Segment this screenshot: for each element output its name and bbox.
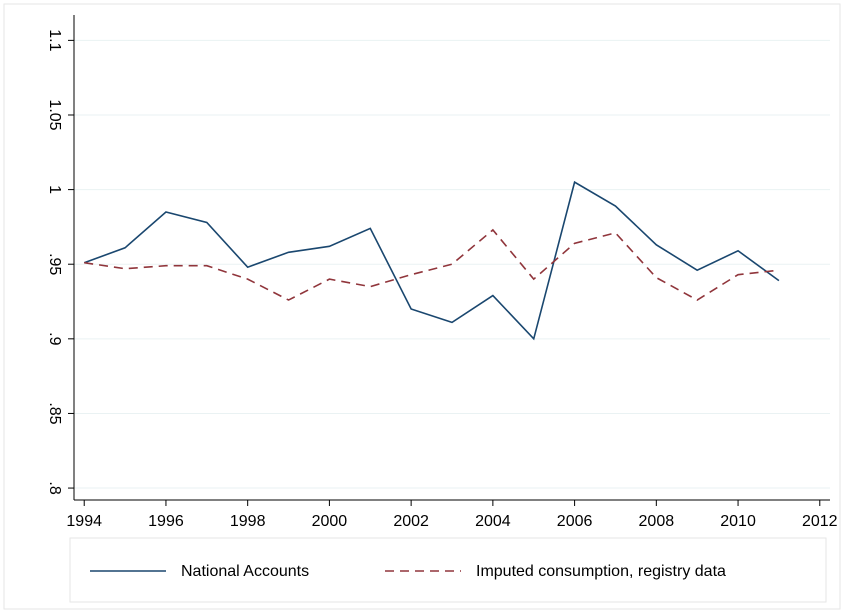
- legend-label: Imputed consumption, registry data: [476, 563, 726, 580]
- y-tick-label: .8: [46, 481, 63, 494]
- y-tick-label: .95: [46, 253, 63, 275]
- x-tick-label: 1998: [230, 513, 266, 530]
- x-tick-label: 2012: [802, 513, 838, 530]
- y-tick-label: 1.05: [46, 99, 63, 130]
- x-tick-label: 2000: [312, 513, 348, 530]
- x-tick-label: 2008: [639, 513, 675, 530]
- x-tick-label: 1996: [148, 513, 184, 530]
- legend-label: National Accounts: [181, 563, 309, 580]
- x-tick-label: 2002: [393, 513, 429, 530]
- series-line: [84, 228, 780, 301]
- legend-box: [69, 537, 827, 603]
- y-tick-label: 1.1: [46, 29, 63, 51]
- series-line: [83, 180, 780, 341]
- y-tick-label: 1: [46, 185, 63, 194]
- x-tick-label: 2010: [720, 513, 756, 530]
- y-tick-label: .9: [46, 332, 63, 345]
- x-tick-label: 2006: [557, 513, 593, 530]
- y-tick-label: .85: [46, 402, 63, 424]
- graph-frame: [3, 3, 841, 610]
- x-tick-label: 2004: [475, 513, 511, 530]
- x-tick-label: 1994: [66, 513, 102, 530]
